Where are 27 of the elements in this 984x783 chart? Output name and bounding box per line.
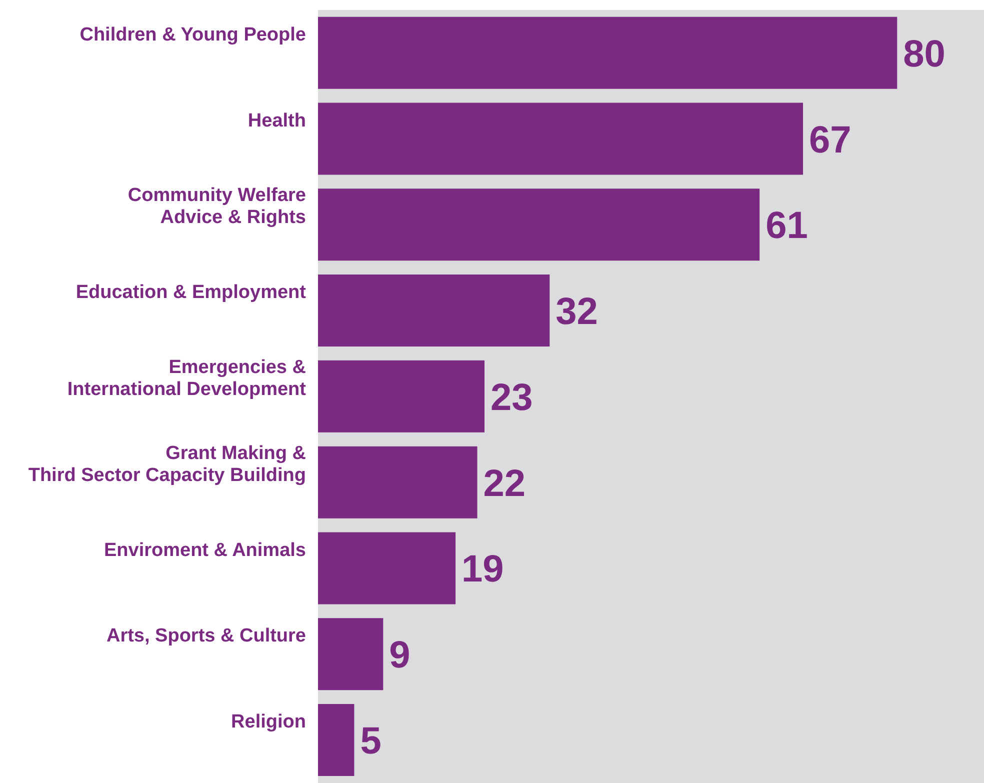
bar	[318, 360, 484, 432]
bar	[318, 188, 760, 261]
bar	[318, 532, 456, 604]
data-label: 80	[903, 33, 946, 76]
bar	[318, 446, 478, 518]
bar	[318, 16, 898, 89]
data-label: 32	[556, 291, 598, 334]
data-label: 22	[483, 462, 526, 505]
data-label: 23	[490, 376, 533, 419]
data-label: 61	[766, 205, 808, 248]
y-tick-label: Religion	[231, 712, 306, 733]
y-tick-label: Community Welfare Advice & Rights	[128, 185, 306, 228]
data-label: 19	[462, 548, 504, 591]
y-tick-label: Children & Young People	[80, 24, 306, 46]
bar	[318, 704, 354, 776]
y-tick-label: Enviroment & Animals	[104, 540, 306, 561]
y-tick-label: Grant Making & Third Sector Capacity Building	[28, 442, 306, 486]
y-tick-label: Education & Employment	[76, 282, 307, 304]
y-tick-label: Arts, Sports & Culture	[106, 626, 306, 647]
y-tick-label: Health	[248, 110, 306, 132]
bar	[318, 102, 804, 175]
bar	[318, 274, 550, 347]
bar	[318, 618, 384, 690]
y-tick-label: Emergencies & International Development	[67, 357, 307, 400]
data-label: 5	[360, 720, 382, 762]
data-label: 67	[809, 119, 852, 162]
data-label: 9	[389, 634, 410, 677]
